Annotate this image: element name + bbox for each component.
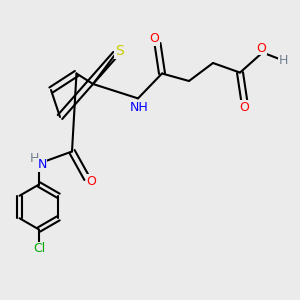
Text: O: O [256, 41, 266, 55]
Text: NH: NH [130, 101, 149, 114]
Text: H: H [30, 152, 39, 166]
Text: S: S [115, 44, 124, 58]
Text: O: O [240, 100, 249, 114]
Text: O: O [150, 32, 159, 46]
Text: N: N [37, 158, 47, 172]
Text: Cl: Cl [33, 242, 45, 256]
Text: H: H [279, 53, 288, 67]
Text: O: O [87, 175, 96, 188]
